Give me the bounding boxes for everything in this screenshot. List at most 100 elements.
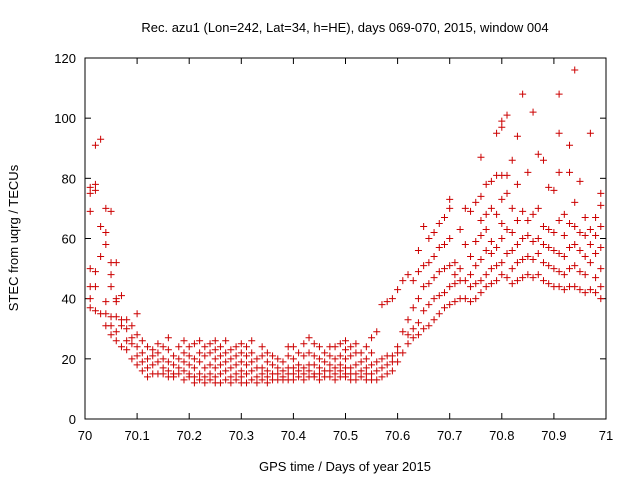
data-point bbox=[128, 355, 136, 363]
data-point bbox=[175, 364, 183, 372]
data-point bbox=[503, 274, 511, 282]
data-point bbox=[493, 244, 501, 252]
y-tick-label: 100 bbox=[54, 111, 76, 126]
data-point bbox=[597, 283, 605, 291]
data-point bbox=[414, 295, 422, 303]
data-point bbox=[305, 349, 313, 357]
data-point bbox=[566, 244, 574, 252]
data-point bbox=[435, 310, 443, 318]
data-point bbox=[378, 355, 386, 363]
data-point bbox=[342, 346, 349, 354]
data-point bbox=[216, 379, 224, 387]
data-point bbox=[107, 322, 115, 330]
data-point bbox=[133, 343, 141, 351]
data-point bbox=[300, 352, 308, 360]
data-point bbox=[451, 271, 459, 279]
data-point bbox=[394, 286, 402, 294]
data-point bbox=[326, 373, 334, 381]
data-point bbox=[243, 352, 251, 360]
data-point bbox=[107, 283, 115, 291]
data-point bbox=[243, 361, 251, 369]
data-point bbox=[435, 244, 443, 252]
data-point bbox=[138, 358, 146, 366]
data-point bbox=[201, 379, 209, 387]
data-point bbox=[144, 364, 152, 372]
data-point bbox=[102, 241, 110, 249]
data-point bbox=[362, 343, 370, 351]
data-point bbox=[519, 256, 527, 264]
data-point bbox=[467, 207, 475, 215]
data-point bbox=[519, 207, 527, 215]
data-point bbox=[513, 180, 521, 188]
data-point bbox=[107, 331, 115, 339]
x-tick-label: 70.1 bbox=[124, 428, 149, 443]
data-point bbox=[164, 334, 172, 342]
data-point bbox=[175, 343, 183, 351]
data-point bbox=[331, 364, 339, 372]
data-point bbox=[440, 304, 448, 312]
data-point bbox=[237, 340, 245, 348]
data-point bbox=[513, 216, 521, 224]
data-point bbox=[232, 376, 240, 384]
data-point bbox=[227, 379, 235, 387]
data-point bbox=[404, 331, 412, 339]
data-point bbox=[91, 307, 99, 315]
data-point bbox=[211, 355, 219, 363]
data-point bbox=[430, 228, 438, 236]
data-point bbox=[378, 373, 386, 381]
data-point bbox=[300, 376, 308, 384]
x-tick-label: 70 bbox=[78, 428, 92, 443]
data-point bbox=[472, 295, 480, 303]
y-tick-label: 80 bbox=[62, 171, 76, 186]
data-point bbox=[133, 310, 141, 318]
data-point bbox=[482, 180, 490, 188]
data-point bbox=[373, 328, 381, 336]
y-tick-label: 0 bbox=[69, 412, 76, 427]
data-point bbox=[440, 265, 448, 273]
data-point bbox=[243, 370, 251, 378]
data-point bbox=[388, 352, 396, 360]
data-point bbox=[550, 265, 558, 273]
data-point bbox=[487, 177, 495, 185]
data-point bbox=[243, 343, 251, 351]
data-point bbox=[597, 295, 605, 303]
data-point bbox=[550, 186, 558, 194]
axis-ticks: 70 70.1 70.2 70.3 70.4 70.5 70.6 70.7 70.8 70.9 71… bbox=[54, 51, 613, 443]
data-point bbox=[305, 367, 313, 375]
data-point bbox=[425, 259, 433, 267]
data-point bbox=[503, 225, 511, 233]
data-point bbox=[326, 361, 334, 369]
data-point bbox=[446, 204, 454, 212]
data-point bbox=[227, 364, 235, 372]
data-point bbox=[159, 370, 167, 378]
data-point bbox=[112, 328, 120, 336]
data-point bbox=[232, 370, 240, 378]
data-point bbox=[347, 352, 355, 360]
data-point bbox=[295, 349, 303, 357]
data-point bbox=[253, 355, 261, 363]
data-point bbox=[289, 343, 297, 351]
data-point bbox=[154, 349, 162, 357]
data-point bbox=[112, 337, 120, 345]
data-point bbox=[555, 216, 563, 224]
data-point bbox=[133, 361, 141, 369]
data-point bbox=[503, 250, 511, 258]
data-point bbox=[571, 283, 579, 291]
data-point bbox=[97, 135, 105, 143]
data-point bbox=[581, 231, 589, 239]
data-point bbox=[487, 280, 495, 288]
data-point bbox=[498, 123, 506, 131]
data-point bbox=[477, 153, 485, 161]
data-point bbox=[508, 156, 516, 164]
data-point bbox=[91, 186, 99, 194]
data-point bbox=[357, 373, 365, 381]
x-tick-label: 70.7 bbox=[437, 428, 462, 443]
data-point bbox=[315, 364, 323, 372]
data-point bbox=[571, 66, 579, 74]
data-point bbox=[196, 337, 204, 345]
data-point bbox=[331, 355, 339, 363]
data-point bbox=[586, 225, 594, 233]
data-point bbox=[232, 343, 240, 351]
data-point bbox=[477, 231, 485, 239]
